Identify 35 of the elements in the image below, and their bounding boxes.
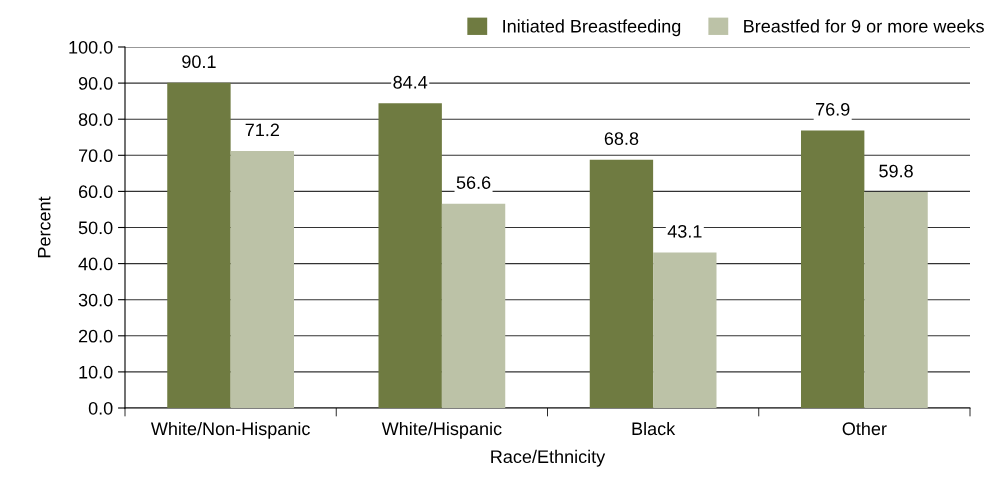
bar	[441, 203, 506, 408]
legend-label: Initiated Breastfeeding	[503, 19, 681, 37]
y-tick-label: 20.0	[78, 329, 113, 343]
x-tick-label: White/Hispanic	[381, 421, 502, 439]
y-tick-label: 30.0	[78, 293, 113, 307]
data-label: 76.9	[816, 102, 850, 116]
legend-label: Breastfed for 9 or more weeks	[744, 19, 984, 33]
data-label: 68.8	[604, 132, 639, 145]
bar	[230, 150, 294, 408]
x-tick-label: Other	[842, 421, 887, 436]
data-label: 43.1	[667, 224, 702, 238]
bar	[801, 130, 865, 408]
x-axis-title: Race/Ethnicity	[491, 449, 606, 467]
y-tick-label: 80.0	[78, 113, 113, 126]
data-label: 84.4	[393, 75, 428, 89]
x-tick-label: Black	[632, 421, 676, 436]
y-tick-label: 60.0	[78, 185, 113, 199]
bar	[589, 159, 654, 408]
data-label: 56.6	[456, 176, 491, 189]
y-tick-label: 70.0	[78, 149, 113, 163]
bar	[653, 252, 717, 408]
y-tick-label: 50.0	[78, 221, 113, 235]
y-tick-label: 100.0	[69, 40, 113, 54]
y-tick-label: 40.0	[78, 257, 113, 271]
y-tick-label: 10.0	[79, 365, 113, 379]
x-tick-label: White/Non-Hispanic	[150, 421, 310, 439]
data-label: 90.1	[182, 55, 216, 69]
y-tick-label: 0.0	[88, 401, 113, 415]
bar	[864, 192, 928, 408]
y-axis-title: Percent	[37, 196, 51, 258]
data-label: 71.2	[245, 123, 279, 137]
bar	[378, 103, 442, 408]
y-tick-label: 90.0	[78, 77, 113, 90]
bar	[167, 82, 231, 408]
data-label: 59.8	[879, 164, 913, 178]
